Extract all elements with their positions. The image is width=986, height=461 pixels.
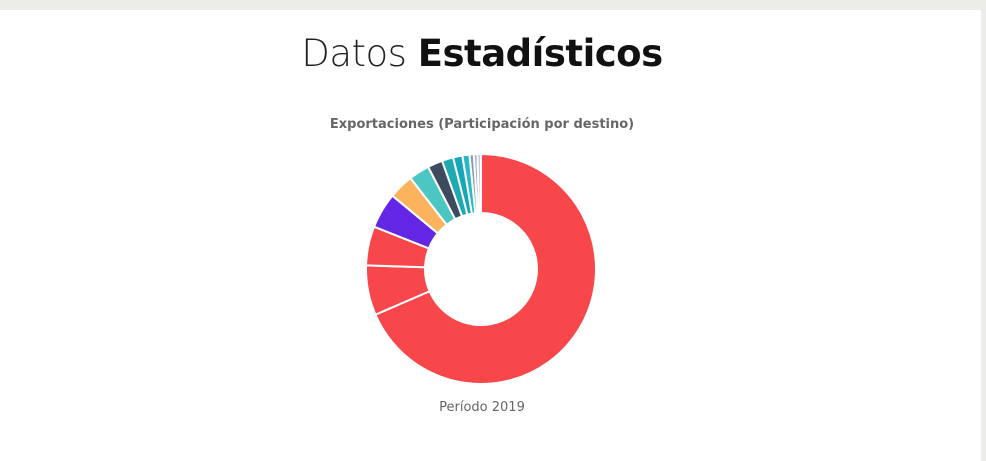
chart-subtitle: Período 2019: [439, 400, 525, 415]
donut-slice-1[interactable]: [374, 153, 597, 385]
page-edge: [981, 10, 986, 461]
heading-light: Datos: [301, 32, 407, 75]
content-panel: [0, 10, 981, 461]
top-strip: [0, 0, 986, 10]
donut-chart: [365, 153, 597, 385]
section-heading: Datos Estadísticos: [0, 30, 964, 78]
heading-bold: Estadísticos: [417, 32, 663, 75]
chart-title: Exportaciones (Participación por destino…: [329, 117, 635, 132]
donut-slice-13[interactable]: [476, 153, 482, 215]
